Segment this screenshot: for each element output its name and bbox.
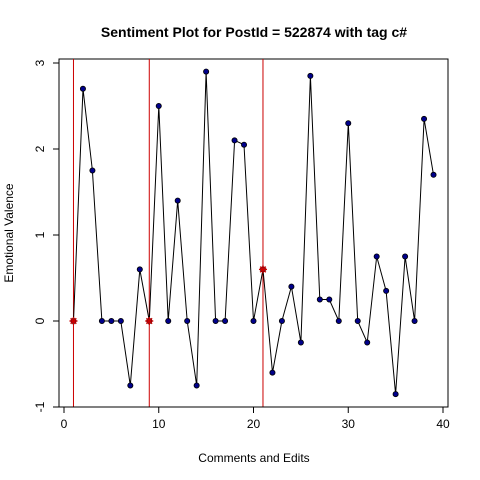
data-point [335, 317, 342, 324]
data-point [383, 287, 390, 294]
data-point [117, 317, 124, 324]
data-point [222, 317, 229, 324]
data-point [155, 103, 162, 110]
data-point [203, 68, 210, 75]
data-point [89, 167, 96, 174]
x-tick-label: 10 [152, 417, 166, 431]
data-point [231, 137, 238, 144]
data-point [430, 171, 437, 178]
y-tick-label: 1 [33, 231, 47, 238]
x-tick-label: 30 [342, 417, 356, 431]
data-point [250, 317, 257, 324]
data-points [70, 68, 437, 398]
x-tick-label: 0 [61, 417, 68, 431]
y-tick-label: 3 [33, 59, 47, 66]
data-point [79, 85, 86, 92]
star-markers [69, 265, 267, 325]
data-point [98, 317, 105, 324]
data-point [297, 339, 304, 346]
data-point [345, 120, 352, 127]
series-line [73, 71, 434, 395]
data-point [326, 296, 333, 303]
data-point [108, 317, 115, 324]
vertical-lines [72, 59, 264, 407]
data-point [269, 369, 276, 376]
data-point [402, 253, 409, 260]
data-point [364, 339, 371, 346]
star-marker-1 [145, 317, 154, 325]
y-axis: -1 0 1 2 3 [33, 59, 60, 412]
data-point [184, 317, 191, 324]
data-point [354, 317, 361, 324]
x-axis-label: Comments and Edits [198, 451, 309, 465]
x-tick-label: 20 [247, 417, 261, 431]
data-point [136, 266, 143, 273]
plot-area-frame [58, 58, 449, 408]
data-point [193, 382, 200, 389]
data-point [392, 391, 399, 398]
data-point [165, 317, 172, 324]
y-tick-label: 2 [33, 145, 47, 152]
data-point [241, 141, 248, 148]
x-tick-label: 40 [436, 417, 450, 431]
data-point [288, 283, 295, 290]
data-point [174, 197, 181, 204]
star-marker-2 [258, 265, 267, 274]
y-tick-label: -1 [33, 401, 47, 412]
data-point [278, 317, 285, 324]
star-marker-0 [69, 317, 78, 325]
y-axis-label: Emotional Valence [2, 183, 16, 282]
data-point [411, 317, 418, 324]
data-point [421, 115, 428, 122]
chart-title: Sentiment Plot for PostId = 522874 with … [101, 24, 407, 40]
x-axis: 0 10 20 30 40 [61, 406, 450, 431]
data-point [316, 296, 323, 303]
data-point [127, 382, 134, 389]
sentiment-line [73, 71, 434, 395]
data-point [212, 317, 219, 324]
data-point [307, 72, 314, 79]
data-point [373, 253, 380, 260]
y-tick-label: 0 [33, 317, 47, 324]
